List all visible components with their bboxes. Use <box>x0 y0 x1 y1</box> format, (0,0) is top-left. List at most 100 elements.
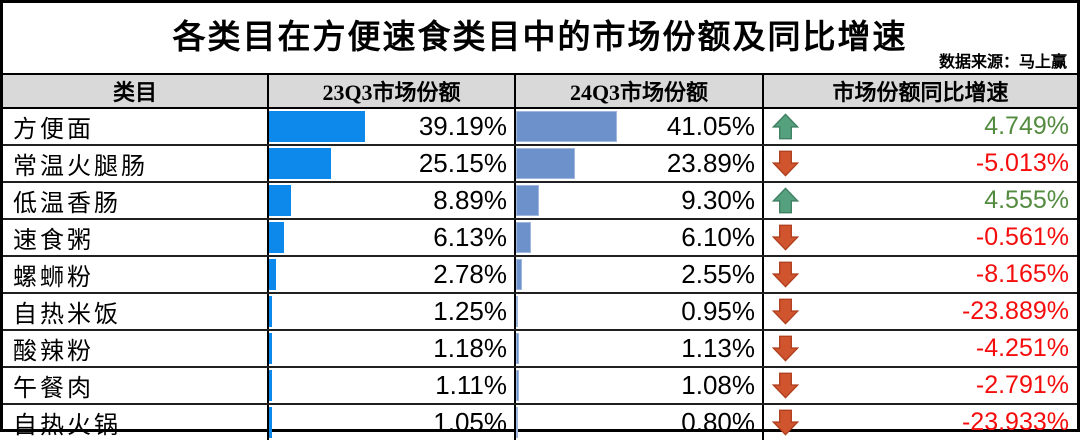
yoy-growth-value: -8.165% <box>975 260 1069 288</box>
q24-share-cell: 23.89% <box>516 146 764 181</box>
trend-down-icon <box>772 298 799 325</box>
yoy-growth-cell: -4.251% <box>764 331 1077 366</box>
table-row: 酸辣粉 1.18% 1.13% -4.251% <box>3 331 1077 368</box>
trend-down-icon <box>772 224 799 251</box>
q24-data-bar <box>516 370 519 401</box>
q24-share-value: 0.95% <box>681 296 755 326</box>
q23-share-value: 1.25% <box>433 296 507 326</box>
yoy-growth-cell: -23.889% <box>764 294 1077 329</box>
q23-share-cell: 1.25% <box>269 294 516 329</box>
q23-share-value: 1.11% <box>435 370 507 400</box>
header-24q3-share: 24Q3市场份额 <box>516 75 764 107</box>
q24-share-value: 23.89% <box>666 148 755 178</box>
table-row: 低温香肠 8.89% 9.30% 4.555% <box>3 183 1077 220</box>
category-cell: 低温香肠 <box>3 183 269 218</box>
table-row: 自热米饭 1.25% 0.95% -23.889% <box>3 294 1077 331</box>
q23-data-bar <box>269 222 285 253</box>
yoy-growth-value: 4.749% <box>984 112 1069 140</box>
trend-down-icon <box>772 261 799 288</box>
q23-data-bar <box>269 185 291 216</box>
q24-share-value: 2.55% <box>681 259 755 289</box>
q24-data-bar <box>516 111 617 142</box>
title-area: 各类目在方便速食类目中的市场份额及同比增速 数据来源：马上赢 <box>3 3 1077 73</box>
category-cell: 自热火锅 <box>3 405 269 440</box>
yoy-growth-cell: -8.165% <box>764 257 1077 292</box>
table-row: 螺蛳粉 2.78% 2.55% -8.165% <box>3 257 1077 294</box>
q23-share-cell: 39.19% <box>269 109 516 144</box>
q24-share-cell: 9.30% <box>516 183 764 218</box>
q24-share-value: 6.10% <box>681 222 755 252</box>
trend-down-icon <box>772 335 799 362</box>
q24-share-cell: 0.95% <box>516 294 764 329</box>
table-row: 常温火腿肠 25.15% 23.89% -5.013% <box>3 146 1077 183</box>
q24-share-cell: 2.55% <box>516 257 764 292</box>
table-row: 午餐肉 1.11% 1.08% -2.791% <box>3 368 1077 405</box>
q23-data-bar <box>269 259 276 290</box>
q23-share-cell: 1.05% <box>269 405 516 440</box>
q23-share-cell: 1.11% <box>269 368 516 403</box>
q23-share-value: 6.13% <box>433 222 507 252</box>
q24-share-value: 0.80% <box>681 407 755 437</box>
yoy-growth-cell: -23.933% <box>764 405 1077 440</box>
yoy-growth-value: 4.555% <box>984 186 1069 214</box>
category-cell: 自热米饭 <box>3 294 269 329</box>
q24-data-bar <box>516 148 575 179</box>
q23-data-bar <box>269 333 272 364</box>
q23-share-value: 1.05% <box>433 407 507 437</box>
trend-down-icon <box>772 409 799 436</box>
table-row: 方便面 39.19% 41.05% 4.749% <box>3 109 1077 146</box>
q23-share-cell: 6.13% <box>269 220 516 255</box>
q24-share-cell: 1.13% <box>516 331 764 366</box>
q24-share-value: 41.05% <box>666 111 755 141</box>
trend-down-icon <box>772 150 799 177</box>
q24-share-value: 1.08% <box>681 370 755 400</box>
yoy-growth-value: -2.791% <box>975 371 1069 399</box>
q23-data-bar <box>269 370 272 401</box>
category-cell: 常温火腿肠 <box>3 146 269 181</box>
header-yoy-growth: 市场份额同比增速 <box>832 80 1009 105</box>
q23-share-cell: 8.89% <box>269 183 516 218</box>
q24-share-cell: 0.80% <box>516 405 764 440</box>
q24-data-bar <box>516 259 523 290</box>
q23-share-value: 2.78% <box>433 259 507 289</box>
q24-share-cell: 1.08% <box>516 368 764 403</box>
q23-share-cell: 2.78% <box>269 257 516 292</box>
yoy-growth-value: -4.251% <box>975 334 1069 362</box>
q23-share-value: 8.89% <box>433 185 507 215</box>
table-row: 自热火锅 1.05% 0.80% -23.933% <box>3 405 1077 440</box>
yoy-growth-cell: 4.749% <box>764 109 1077 144</box>
q24-data-bar <box>516 185 539 216</box>
header-23q3-share: 23Q3市场份额 <box>269 75 516 107</box>
yoy-growth-value: -23.889% <box>961 297 1069 325</box>
yoy-growth-value: -0.561% <box>975 223 1069 251</box>
q24-share-value: 9.30% <box>681 185 755 215</box>
yoy-growth-cell: 4.555% <box>764 183 1077 218</box>
category-cell: 螺蛳粉 <box>3 257 269 292</box>
q24-share-cell: 6.10% <box>516 220 764 255</box>
q23-data-bar <box>269 111 365 142</box>
category-cell: 午餐肉 <box>3 368 269 403</box>
q23-data-bar <box>269 407 272 438</box>
table-header-row: 类目 23Q3市场份额 24Q3市场份额 市场份额同比增速 <box>3 75 1077 109</box>
q24-data-bar <box>516 333 519 364</box>
category-cell: 速食粥 <box>3 220 269 255</box>
data-source-label: 数据来源：马上赢 <box>938 54 1067 71</box>
q24-data-bar <box>516 222 531 253</box>
q23-share-cell: 1.18% <box>269 331 516 366</box>
yoy-growth-value: -23.933% <box>961 408 1069 436</box>
q24-data-bar <box>516 296 519 327</box>
q23-share-value: 1.18% <box>433 333 507 363</box>
q24-data-bar <box>516 407 518 438</box>
category-cell: 酸辣粉 <box>3 331 269 366</box>
q23-data-bar <box>269 296 273 327</box>
q23-data-bar <box>269 148 331 179</box>
yoy-growth-value: -5.013% <box>975 149 1069 177</box>
q23-share-value: 25.15% <box>418 148 507 178</box>
trend-up-icon <box>772 187 799 214</box>
q24-share-cell: 41.05% <box>516 109 764 144</box>
q23-share-cell: 25.15% <box>269 146 516 181</box>
data-table: 类目 23Q3市场份额 24Q3市场份额 市场份额同比增速 方便面 39.19%… <box>3 73 1077 440</box>
q23-share-value: 39.19% <box>418 111 507 141</box>
table-row: 速食粥 6.13% 6.10% -0.561% <box>3 220 1077 257</box>
